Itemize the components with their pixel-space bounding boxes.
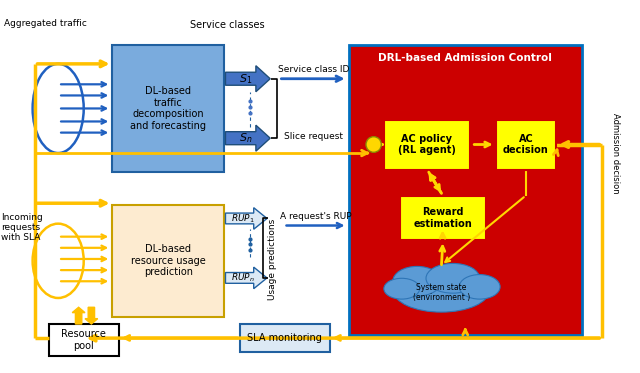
Bar	[495, 120, 556, 170]
Text: $S_n$: $S_n$	[239, 131, 253, 145]
Text: Admission decision: Admission decision	[611, 113, 620, 193]
Bar	[384, 120, 470, 170]
Text: DL-based
traffic
decomposition
and forecasting: DL-based traffic decomposition and forec…	[131, 86, 206, 131]
Text: Usage predictions: Usage predictions	[268, 218, 276, 300]
Polygon shape	[225, 267, 267, 289]
Polygon shape	[225, 125, 270, 151]
Ellipse shape	[384, 278, 420, 299]
Text: Reward
estimation: Reward estimation	[413, 207, 472, 229]
Text: $RUP_1$: $RUP_1$	[232, 212, 255, 225]
Polygon shape	[85, 307, 98, 324]
Text: SLA monitoring: SLA monitoring	[248, 333, 323, 343]
Text: DL-based
resource usage
prediction: DL-based resource usage prediction	[131, 244, 205, 278]
Bar	[240, 324, 330, 352]
Text: AC policy
(RL agent): AC policy (RL agent)	[398, 134, 456, 156]
Text: AC
decision: AC decision	[503, 134, 549, 156]
Ellipse shape	[426, 263, 479, 293]
Text: System state
(environment ): System state (environment )	[413, 283, 470, 302]
Ellipse shape	[394, 269, 489, 312]
Bar	[349, 45, 582, 335]
Text: A request's RUP: A request's RUP	[280, 212, 351, 221]
Ellipse shape	[460, 275, 500, 299]
Ellipse shape	[393, 266, 442, 296]
Bar	[400, 196, 486, 240]
Text: Service class ID: Service class ID	[278, 65, 349, 74]
Bar	[49, 324, 119, 355]
Polygon shape	[225, 208, 267, 229]
Text: Aggregated traffic: Aggregated traffic	[4, 19, 87, 28]
Text: Resource
pool: Resource pool	[61, 329, 106, 351]
Text: $S_1$: $S_1$	[239, 72, 253, 86]
Text: Incoming
requests
with SLA: Incoming requests with SLA	[1, 213, 43, 242]
Polygon shape	[72, 307, 85, 324]
Text: Service classes: Service classes	[190, 20, 265, 30]
Ellipse shape	[366, 137, 381, 152]
Bar	[113, 205, 224, 317]
Polygon shape	[225, 66, 270, 92]
Text: Slice request: Slice request	[284, 132, 343, 141]
Text: $RUP_n$: $RUP_n$	[232, 272, 255, 284]
Text: DRL-based Admission Control: DRL-based Admission Control	[378, 53, 552, 63]
Bar	[113, 45, 224, 172]
